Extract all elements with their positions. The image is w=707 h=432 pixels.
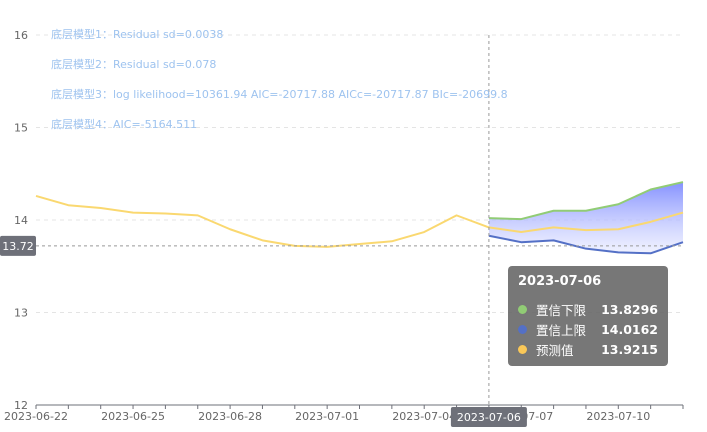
confidence-band xyxy=(488,182,683,254)
y-tick-label: 12 xyxy=(14,399,28,412)
series-line-0 xyxy=(35,194,684,248)
tooltip-row-upper: 置信上限 14.0162 xyxy=(518,319,658,339)
tooltip-row-name: 置信上限 xyxy=(536,322,587,338)
crosshair: 2023-07-06 13.72 xyxy=(0,35,683,427)
x-tick-label: 2023-06-28 xyxy=(198,410,262,423)
y-tick-label: 15 xyxy=(14,122,28,135)
forecast-dot-icon xyxy=(518,344,527,354)
crosshair-y-label: 13.72 xyxy=(2,240,34,253)
tooltip-row-forecast: 预测值 13.9215 xyxy=(518,339,658,359)
series-lines xyxy=(35,181,684,255)
y-tick-label: 16 xyxy=(14,29,28,42)
y-tick-label: 13 xyxy=(14,307,28,320)
annotation-model-1: 底层模型1：Residual sd=0.0038 xyxy=(51,28,224,41)
crosshair-y-label-bg xyxy=(0,235,36,256)
annotation-model-2: 底层模型2：Residual sd=0.078 xyxy=(51,58,217,71)
tooltip-row-name: 置信下限 xyxy=(536,302,587,318)
axes: 12 13 14 15 16 2023-06-22 2023-06-25 2023-06-28… xyxy=(4,29,684,423)
annotation-model-4: 底层模型4：AIC=-5164.511 xyxy=(51,118,198,131)
tooltip-title: 2023-07-06 xyxy=(518,274,602,289)
tooltip-row-value: 13.8296 xyxy=(601,301,658,317)
series-line-1 xyxy=(488,181,684,221)
x-tick-label: 2023-06-22 xyxy=(4,410,68,423)
x-tick-label: 2023-07-04 xyxy=(392,410,456,423)
crosshair-x-label: 2023-07-06 xyxy=(457,411,521,424)
tooltip-row-value: 14.0162 xyxy=(601,321,658,337)
x-tick-label: 2023-07-10 xyxy=(586,410,650,423)
annotation-model-3: 底层模型3：log likelihood=10361.94 AIC=-20717… xyxy=(51,88,508,101)
y-tick-label: 14 xyxy=(14,214,28,227)
tooltip-row-lower: 置信下限 13.8296 xyxy=(518,299,658,319)
upper-bound-dot-icon xyxy=(518,324,527,334)
lower-bound-dot-icon xyxy=(518,304,527,314)
confidence-band-area xyxy=(488,182,683,254)
tooltip: 2023-07-06 置信下限 13.8296 置信上限 14.0162 预测值… xyxy=(508,266,668,366)
crosshair-x-label-bg xyxy=(450,407,527,427)
x-tick-label: 2023-07-01 xyxy=(295,410,359,423)
series-line-2 xyxy=(488,234,684,255)
tooltip-row-value: 13.9215 xyxy=(601,341,658,357)
x-tick-label: 2023-06-25 xyxy=(101,410,165,423)
tooltip-row-name: 预测值 xyxy=(536,342,574,358)
